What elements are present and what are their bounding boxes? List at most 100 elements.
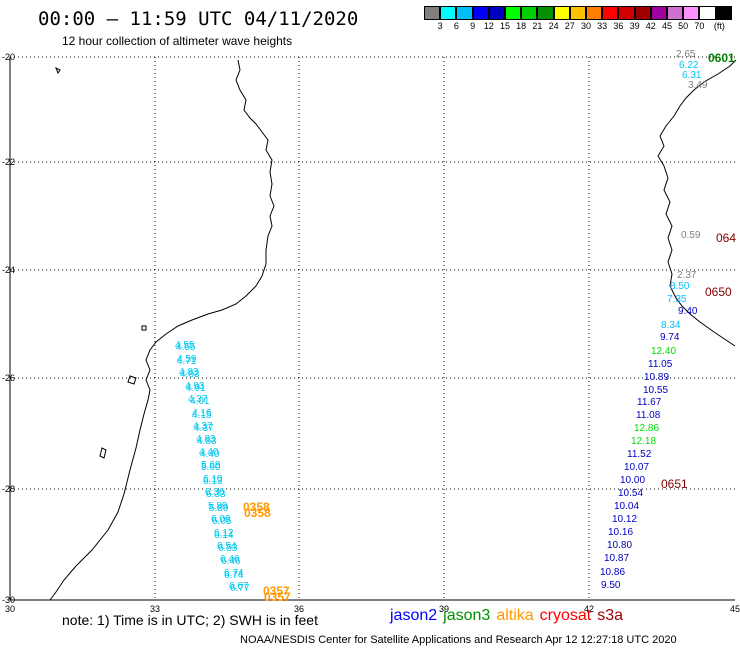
legend-swatch [505,6,522,20]
wave-height-value: 4.40 [199,447,219,458]
wave-height-value: 3.49 [688,80,708,91]
legend-level: 15 [499,21,510,31]
lon-label: 33 [150,604,160,614]
graticule [10,56,735,600]
wave-height-value: 4.55 [176,342,196,353]
legend-swatch [537,6,554,20]
legend-swatch [683,6,700,20]
legend-swatch [586,6,603,20]
wave-height-value: 6.14 [214,530,234,541]
wave-height-value: 4.91 [186,383,206,394]
track-id-label: 064 [716,231,736,245]
wave-height-value: 12.18 [631,436,656,447]
wave-height-value: 5.68 [201,460,221,471]
legend-swatch [618,6,635,20]
wave-height-value: 10.00 [620,475,645,486]
wave-height-value: 6.22 [679,60,699,71]
legend-swatch [650,6,667,20]
footnote: note: 1) Time is in UTC; 2) SWH is in fe… [62,612,318,628]
wave-height-value: 6.74 [224,570,244,581]
track-id-label: 0650 [705,285,732,299]
coastline [49,59,737,601]
wave-height-value: 10.07 [624,462,649,473]
wave-height-value: 11.67 [637,397,662,408]
legend-level: 3 [437,21,443,31]
wave-height-value: 11.05 [648,359,673,370]
legend-swatch [553,6,570,20]
legend-unit: (ft) [713,21,725,31]
lon-label: 36 [294,604,304,614]
wave-height-value: 9.40 [678,306,698,317]
wave-height-value: 0.59 [681,230,701,241]
legend-level: 45 [661,21,672,31]
wave-height-value: 2.37 [677,270,697,281]
legend-swatch [472,6,489,20]
wave-height-value: 6.33 [206,489,226,500]
legend-level: 39 [629,21,640,31]
legend-level: 24 [548,21,559,31]
wave-height-value: 7.35 [667,294,687,305]
wave-height-value: 6.09 [211,514,231,525]
wave-height-value: 4.01 [190,396,210,407]
legend-level: 50 [678,21,689,31]
wave-height-value: 4.37 [188,394,208,405]
wave-height-value: 10.55 [643,385,668,396]
wave-height-value: 4.83 [197,436,217,447]
satellite-jason3: jason3 [443,607,491,624]
legend-level: 36 [613,21,624,31]
lat-label: -22 [2,157,15,167]
legend-swatch [699,6,716,20]
legend-level: 33 [597,21,608,31]
credit-line: NOAA/NESDIS Center for Satellite Applica… [240,634,677,646]
wave-height-value: 6.31 [682,70,702,81]
wave-height-value: 9.74 [660,332,680,343]
wave-height-value: 4.37 [194,423,214,434]
lat-label: -26 [2,373,15,383]
wave-height-value: 5.89 [208,501,228,512]
satellite-jason2: jason2 [390,607,438,624]
lat-label: -28 [2,484,15,494]
wave-height-value: 4.83 [196,434,216,445]
track-id-label: 0358 [243,500,270,514]
legend-level: 70 [694,21,705,31]
legend-swatch [715,6,732,20]
wave-height-value: 4.83 [180,369,200,380]
altimeter-tracks: 4.554.554.594.714.834.834.934.914.374.01… [175,49,708,594]
legend-level: 27 [564,21,575,31]
track-id-label: 0601 [708,51,735,65]
track-id-label: 0358 [244,506,271,520]
legend-level: 12 [483,21,494,31]
wave-height-value: 4.55 [175,340,195,351]
wave-height-value: 10.80 [607,540,632,551]
lat-label: -24 [2,265,15,275]
legend-swatch [488,6,505,20]
wave-height-value: 6.54 [217,541,237,552]
lat-label: -30 [2,595,15,605]
legend-level: 6 [453,21,459,31]
wave-height-value: 12.86 [634,423,659,434]
track-id-label: 0651 [661,477,688,491]
wave-height-value: 9.50 [601,580,621,591]
wave-height-value: 2.65 [676,49,696,60]
lon-label: 30 [5,604,15,614]
wave-height-value: 4.83 [179,367,199,378]
legend-swatch [602,6,619,20]
legend-swatch [667,6,684,20]
legend-level: 18 [516,21,527,31]
legend-swatch [634,6,651,20]
axis-labels: 30 33 36 39 42 45 -20 -22 -24 -26 -28 -30 [2,52,740,614]
wave-height-value: 6.67 [229,581,249,592]
legend-swatch [569,6,586,20]
wave-height-value: 10.54 [618,488,643,499]
wave-height-value: 4.93 [185,381,205,392]
lon-label: 39 [439,604,449,614]
wave-height-value: 10.12 [612,514,637,525]
lon-label: 45 [730,604,740,614]
wave-height-value: 12.40 [651,346,676,357]
legend-swatch [521,6,538,20]
wave-height-value: 6.53 [218,543,238,554]
wave-height-value: 10.87 [604,553,629,564]
wave-height-value: 11.52 [627,449,652,460]
wave-height-value: 5.89 [209,503,229,514]
track-id-label: 0357 [264,590,291,604]
